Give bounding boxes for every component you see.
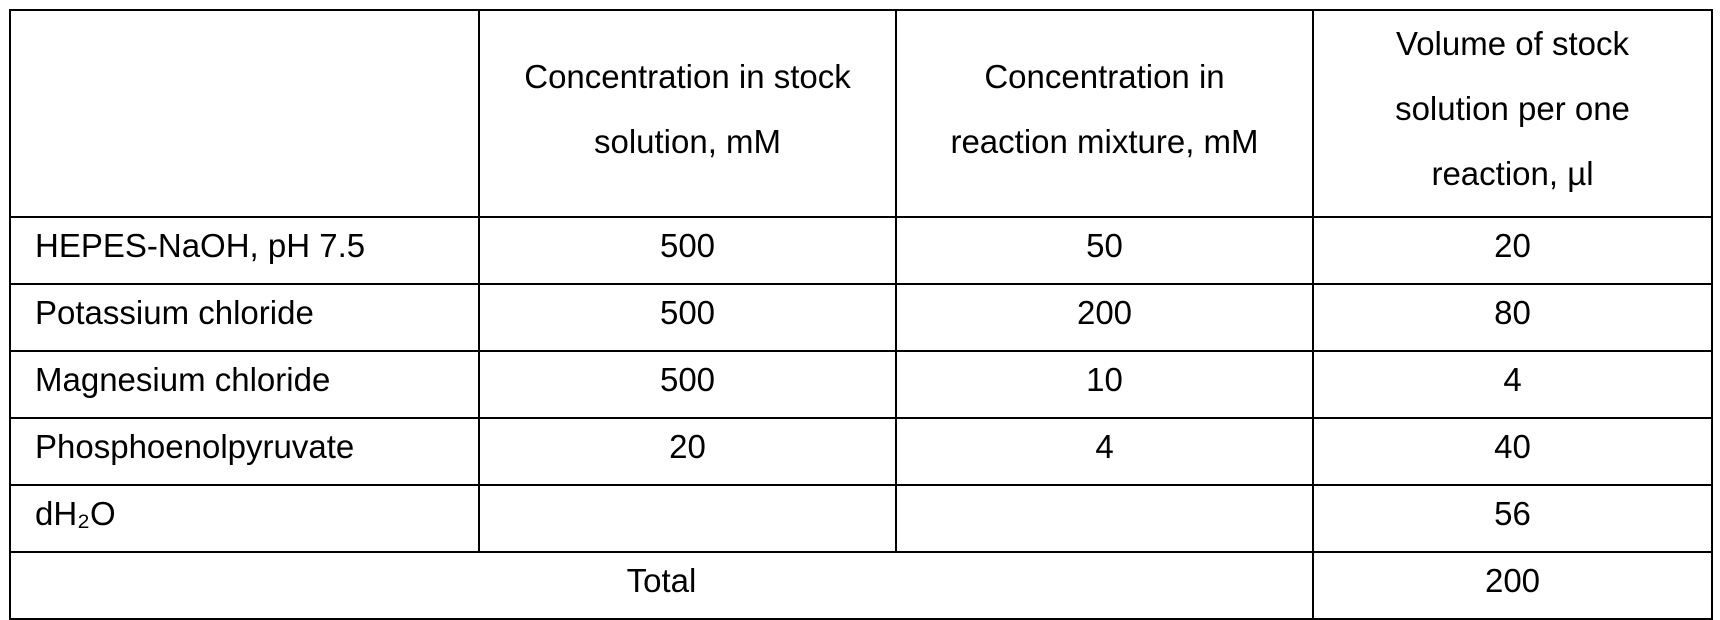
value-cell: 20 xyxy=(478,417,897,486)
row-label: dH₂O xyxy=(9,484,480,553)
value-cell: 500 xyxy=(478,216,897,285)
reagent-table: Concentration in stock solution, mM Concen… xyxy=(9,9,1713,620)
total-row: Total 200 xyxy=(9,551,1713,620)
header-text: Concentration in stock xyxy=(524,57,851,95)
header-row: Concentration in stock solution, mM Concen… xyxy=(9,9,1713,218)
value-cell: 500 xyxy=(478,350,897,419)
value-cell: 20 xyxy=(1312,216,1713,285)
value-cell: 200 xyxy=(895,283,1314,352)
header-cell: Concentration in stock solution, mM xyxy=(478,9,897,218)
header-text: Volume of stock xyxy=(1396,25,1629,62)
empty-cell xyxy=(478,484,897,553)
data-row: Potassium chloride 500 200 80 xyxy=(9,283,1713,352)
empty-cell xyxy=(895,484,1314,553)
header-cell: Volume of stock solution per one reaction,… xyxy=(1312,9,1713,218)
header-text: reaction, µl xyxy=(1431,155,1594,192)
total-value: 200 xyxy=(1312,551,1713,620)
header-cell xyxy=(9,9,480,218)
header-text: Concentration in xyxy=(984,57,1225,95)
value-cell: 4 xyxy=(1312,350,1713,419)
data-row: Phosphoenolpyruvate 20 4 40 xyxy=(9,417,1713,486)
row-label: Phosphoenolpyruvate xyxy=(9,417,480,486)
value-cell: 500 xyxy=(478,283,897,352)
header-cell: Concentration in reaction mixture, mM xyxy=(895,9,1314,218)
table-body: Concentration in stock solution, mM Concen… xyxy=(9,9,1713,620)
value-cell: 80 xyxy=(1312,283,1713,352)
value-cell: 50 xyxy=(895,216,1314,285)
value-cell: 40 xyxy=(1312,417,1713,486)
total-label: Total xyxy=(9,551,1314,620)
value-cell: 10 xyxy=(895,350,1314,419)
row-label: HEPES-NaOH, pH 7.5 xyxy=(9,216,480,285)
data-row: HEPES-NaOH, pH 7.5 500 50 20 xyxy=(9,216,1713,285)
data-row: Magnesium chloride 500 10 4 xyxy=(9,350,1713,419)
value-cell: 56 xyxy=(1312,484,1713,553)
header-text: solution, mM xyxy=(593,122,782,160)
header-text: reaction mixture, mM xyxy=(950,122,1259,160)
row-label: Magnesium chloride xyxy=(9,350,480,419)
header-text: solution per one xyxy=(1395,90,1630,127)
value-cell: 4 xyxy=(895,417,1314,486)
data-row: dH₂O 56 xyxy=(9,484,1713,553)
row-label: Potassium chloride xyxy=(9,283,480,352)
